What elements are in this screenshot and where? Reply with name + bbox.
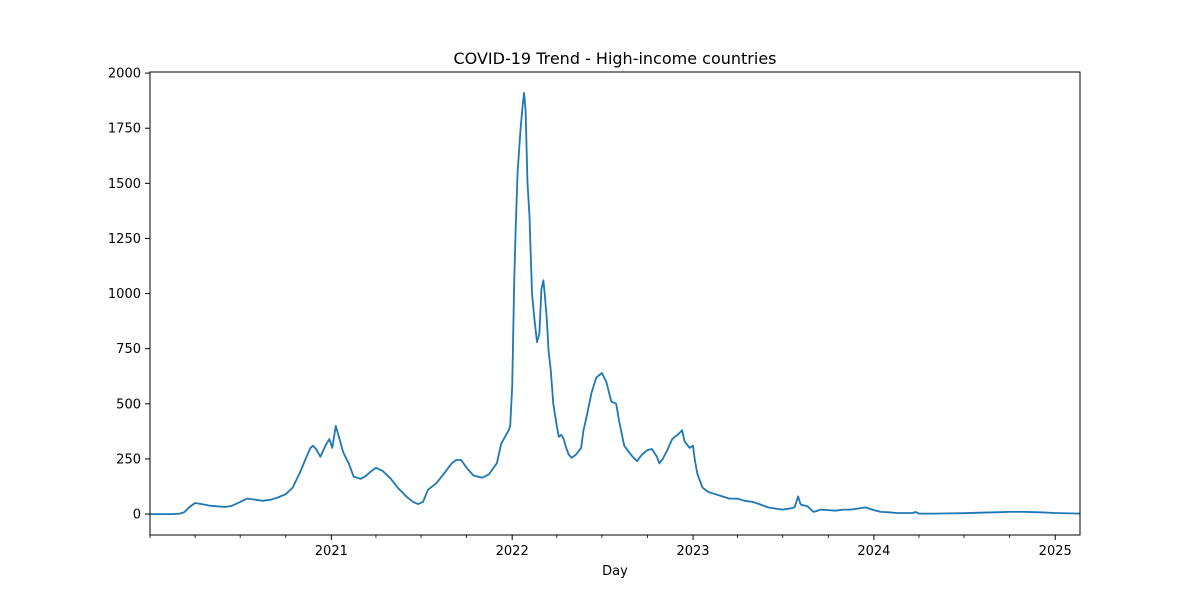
y-tick-label: 250 xyxy=(116,452,141,467)
series-line-0 xyxy=(150,92,1081,515)
x-tick-label: 2024 xyxy=(857,544,890,559)
axes-frame xyxy=(149,71,1081,536)
y-axis: 0 250 500 750 1000 1250 1500 1750 2000 xyxy=(108,67,150,523)
x-tick-label: 2021 xyxy=(315,544,348,559)
x-tick-label: 2023 xyxy=(676,544,709,559)
x-axis: 2021 2022 2023 2024 2025 xyxy=(149,535,1072,559)
y-tick-label: 0 xyxy=(133,508,141,523)
y-tick-label: 500 xyxy=(116,397,141,412)
y-tick-label: 1750 xyxy=(108,122,141,137)
chart-title: COVID-19 Trend - High-income countries xyxy=(454,49,777,68)
y-tick-label: 1000 xyxy=(108,287,141,302)
y-tick-label: 1250 xyxy=(108,232,141,247)
y-tick-label: 1500 xyxy=(108,177,141,192)
plot-area xyxy=(149,71,1081,536)
x-tick-label: 2025 xyxy=(1039,544,1072,559)
x-tick-label: 2022 xyxy=(496,544,529,559)
y-tick-label: 750 xyxy=(116,342,141,357)
y-tick-label: 2000 xyxy=(108,67,141,82)
x-axis-label: Day xyxy=(602,564,628,579)
